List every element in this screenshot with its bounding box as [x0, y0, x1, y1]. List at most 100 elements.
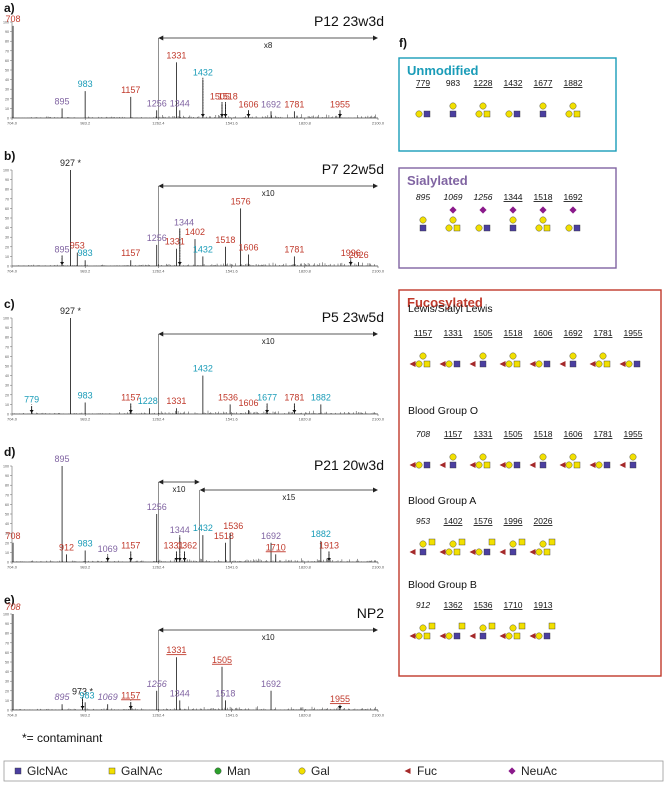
glycan-1432: [505, 110, 521, 118]
y-tick-label: 60: [5, 651, 9, 655]
peak-label: 1692: [261, 99, 281, 109]
glycan-1692: [559, 352, 577, 368]
gal-icon: [509, 216, 517, 224]
y-tick-label: 50: [5, 365, 9, 369]
fuc-icon: [439, 549, 446, 555]
glycan-1518: [535, 206, 551, 232]
box-title: Unmodified: [407, 63, 479, 78]
structure-mass-label: 983: [446, 78, 460, 88]
structure-mass-label: 1344: [504, 192, 523, 202]
gal-icon: [535, 632, 543, 640]
x-tick-label: 1820.8: [299, 121, 312, 126]
gal-icon: [419, 352, 427, 360]
peak-label: 983: [78, 248, 93, 258]
gal-icon: [535, 224, 543, 232]
gal-icon: [505, 360, 513, 368]
peak-pointer-arrow: [223, 114, 228, 117]
galnac-icon: [483, 461, 491, 469]
peak-label: 1432: [193, 364, 213, 374]
peak-label: 1692: [261, 531, 281, 541]
peak-label: 1256: [147, 502, 167, 512]
zoom-arrow-right: [373, 183, 378, 189]
x-tick-label: 1820.8: [299, 269, 312, 274]
fuc-icon: [529, 633, 536, 639]
x-tick-label: 1541.6: [225, 417, 238, 422]
noise-trace: [12, 262, 378, 266]
gal-icon: [539, 540, 547, 548]
glcnac-icon: [423, 110, 431, 118]
gal-icon: [565, 461, 573, 469]
structure-mass-label: 1677: [534, 78, 553, 88]
y-tick-label: 20: [5, 541, 9, 545]
symbol-legend: GlcNAc GalNAc Man Gal Fuc NeuAc: [3, 760, 664, 782]
glcnac-icon: [419, 224, 427, 232]
y-tick-label: 40: [5, 374, 9, 378]
y-tick-label: 60: [5, 503, 9, 507]
x-tick-label: 983.2: [80, 713, 91, 718]
gal-icon: [479, 352, 487, 360]
panel-letter: e): [4, 593, 15, 607]
peak-label: 1344: [170, 525, 190, 535]
footnote: *= contaminant: [22, 731, 103, 745]
fuc-icon: [469, 549, 476, 555]
glcnac-icon: [543, 360, 551, 368]
y-tick-label: 70: [5, 197, 9, 201]
glycan-1536: [469, 622, 496, 640]
glycan-1913: [529, 622, 556, 640]
galnac-icon: [543, 224, 551, 232]
y-tick-label: 0: [7, 265, 9, 269]
peak-label: 1331: [166, 50, 186, 60]
gal-icon: [595, 461, 603, 469]
glycan-1505: [499, 461, 521, 469]
gal-icon: [415, 632, 423, 640]
peak-label: 1069: [98, 544, 118, 554]
y-tick-label: 50: [5, 513, 9, 517]
y-tick-label: 80: [5, 40, 9, 44]
glycan-1331: [439, 360, 461, 368]
glycan-2026: [529, 538, 556, 556]
gal-icon: [505, 461, 513, 469]
structure-mass-label: 1069: [444, 192, 463, 202]
fuc-icon: [469, 462, 476, 468]
galnac-icon: [483, 110, 491, 118]
x-tick-label: 1820.8: [299, 565, 312, 570]
structure-mass-label: 1913: [534, 600, 553, 610]
fuc-icon: [529, 549, 536, 555]
gal-icon: [479, 453, 487, 461]
peak-label: 1157: [121, 248, 140, 258]
peak-label: 1331: [165, 237, 185, 247]
peak-label: 1256: [147, 679, 167, 689]
x-tick-label: 983.2: [80, 565, 91, 570]
peak-label: 708: [6, 531, 21, 541]
neuac-legend-icon: [508, 767, 516, 775]
noise-trace: [12, 114, 378, 118]
y-tick-label: 0: [7, 413, 9, 417]
section-heading: Blood Group O: [408, 405, 478, 417]
y-tick-label: 90: [5, 622, 9, 626]
peak-label: 983: [78, 538, 93, 548]
peak-label: 895: [55, 454, 70, 464]
gal-icon: [449, 453, 457, 461]
structure-mass-label: 1606: [564, 429, 583, 439]
structure-mass-label: 1505: [504, 429, 523, 439]
fuc-icon: [409, 462, 416, 468]
peak-label: 1710: [266, 542, 286, 552]
y-tick-label: 10: [5, 699, 9, 703]
peak-label: 1344: [174, 218, 194, 228]
zoom-factor-label: x10: [262, 337, 275, 346]
structure-mass-label: 1955: [624, 328, 643, 338]
galnac-icon: [458, 538, 466, 546]
peak-pointer-arrow: [128, 558, 133, 561]
peak-label: 2026: [349, 250, 369, 260]
structure-mass-label: 1576: [474, 516, 493, 526]
structure-mass-label: 1710: [504, 600, 523, 610]
gal-icon: [539, 102, 547, 110]
gal-icon: [595, 360, 603, 368]
gal-icon: [419, 216, 427, 224]
peak-label: 912: [59, 542, 74, 552]
